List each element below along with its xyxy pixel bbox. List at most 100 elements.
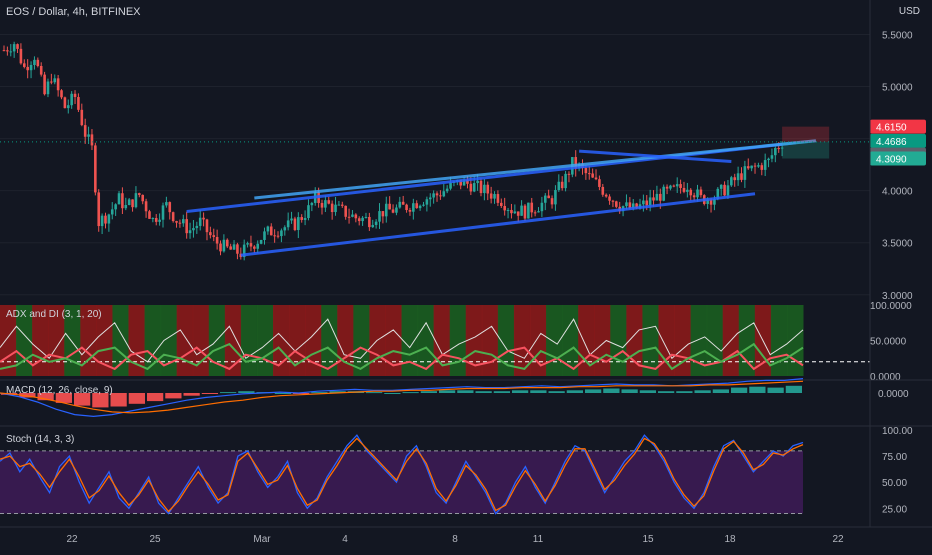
macd-histogram-bar — [329, 391, 346, 393]
candle-body — [476, 180, 479, 184]
candle-body — [543, 195, 547, 203]
candle-body — [598, 179, 601, 187]
macd-histogram-bar — [585, 389, 602, 393]
candle-body — [604, 194, 608, 197]
candle-body — [344, 205, 347, 217]
macd-histogram-bar — [220, 392, 237, 394]
candle-body — [6, 50, 9, 52]
candle-body — [469, 183, 473, 192]
candle-body — [503, 206, 506, 211]
stoch-band — [0, 450, 803, 514]
currency-label[interactable]: USD — [898, 6, 920, 17]
candle-body — [154, 218, 158, 222]
macd-histogram-bar — [110, 393, 127, 407]
price-tick-label: 5.5000 — [882, 30, 913, 41]
macd-histogram-bar — [274, 393, 291, 394]
candle-body — [574, 157, 578, 169]
candle-body — [777, 148, 781, 150]
candle-body — [188, 230, 192, 234]
candle-body — [364, 216, 368, 218]
macd-histogram-bar — [712, 389, 729, 393]
x-tick-label: 8 — [452, 534, 458, 545]
candle-body — [584, 167, 588, 174]
candle-body — [165, 202, 168, 206]
macd-pane-label: MACD (12, 26, close, 9) — [6, 385, 113, 396]
adx-series-line — [0, 346, 804, 371]
candle-body — [347, 216, 351, 218]
candle-body — [151, 218, 155, 220]
candle-body — [334, 204, 337, 213]
adx-series-line — [0, 342, 804, 371]
candle-body — [489, 193, 493, 199]
candle-body — [679, 184, 682, 188]
candle-body — [675, 184, 679, 187]
macd-histogram-bar — [201, 393, 218, 394]
candle-body — [19, 48, 23, 64]
candle-body — [736, 173, 740, 181]
candle-body — [587, 173, 591, 175]
candle-body — [631, 203, 635, 209]
macd-histogram-bar — [767, 387, 784, 393]
candle-body — [557, 181, 561, 191]
adx-background-segment — [353, 305, 370, 376]
candle-body — [63, 97, 67, 109]
candle-body — [205, 219, 209, 233]
stoch-tick-label: 100.00 — [882, 426, 913, 437]
candle-body — [527, 202, 530, 219]
macd-histogram-bar — [55, 393, 72, 403]
candle-body — [138, 193, 141, 195]
adx-background-segment — [321, 305, 338, 376]
candle-body — [16, 44, 19, 49]
macd-histogram-bar — [731, 387, 748, 393]
candle-body — [442, 191, 446, 197]
candle-body — [158, 219, 161, 222]
candle-body — [263, 231, 266, 240]
candle-body — [87, 134, 90, 137]
candle-body — [310, 202, 314, 206]
candle-body — [307, 205, 310, 219]
candle-body — [767, 158, 770, 161]
candle-body — [94, 145, 97, 193]
candle-body — [462, 179, 466, 186]
adx-background-segment — [176, 305, 194, 376]
trendline — [579, 149, 732, 164]
candle-body — [466, 179, 469, 184]
candle-body — [141, 194, 145, 202]
candle-body — [114, 204, 117, 210]
candle-body — [212, 235, 216, 237]
candle-body — [601, 186, 605, 195]
macd-histogram-bar — [694, 390, 711, 393]
candle-body — [259, 239, 263, 244]
macd-histogram-bar — [749, 386, 766, 393]
candle-body — [672, 185, 676, 187]
candle-body — [628, 202, 632, 209]
candle-body — [665, 186, 669, 189]
candle-body — [215, 236, 219, 244]
candle-body — [408, 210, 412, 212]
candle-body — [242, 244, 246, 258]
macd-histogram-bar — [676, 391, 693, 393]
candle-body — [276, 235, 280, 237]
macd-tick-label: 0.0000 — [878, 389, 909, 400]
candle-body — [83, 125, 87, 137]
candle-body — [104, 215, 107, 224]
candle-body — [374, 221, 378, 225]
candle-body — [124, 204, 128, 209]
candle-body — [510, 209, 513, 214]
macd-histogram-bar — [147, 393, 164, 402]
adx-tick-label: 100.0000 — [870, 301, 912, 312]
macd-series-line — [0, 380, 804, 414]
candle-body — [12, 44, 16, 52]
candle-body — [540, 202, 544, 212]
candle-body — [2, 50, 6, 52]
adx-background-segment — [48, 305, 65, 376]
macd-histogram-bar — [92, 393, 109, 408]
adx-background-segment — [385, 305, 402, 376]
candle-body — [273, 235, 276, 237]
adx-background-segment — [401, 305, 419, 376]
candle-body — [236, 244, 239, 254]
candle-body — [195, 225, 199, 229]
candle-body — [378, 211, 381, 222]
price-badge — [870, 119, 926, 134]
